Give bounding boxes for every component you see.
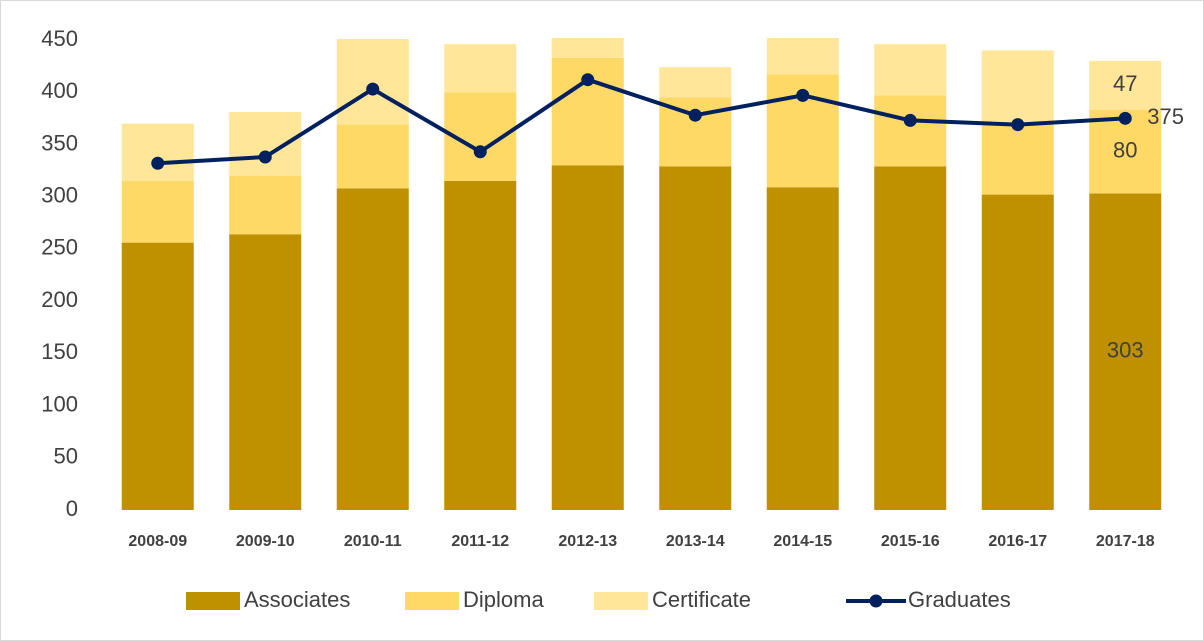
y-tick-label: 150 <box>41 339 78 364</box>
legend-label: Graduates <box>908 587 1011 612</box>
line-marker <box>1011 118 1025 132</box>
bar-segment <box>121 242 194 510</box>
x-tick-label: 2017-18 <box>1096 533 1155 550</box>
bar-segment <box>229 112 302 176</box>
legend-label: Certificate <box>652 587 751 612</box>
line-marker <box>473 145 487 159</box>
bar-segment <box>229 234 302 510</box>
y-tick-label: 450 <box>41 26 78 51</box>
legend-marker <box>869 594 883 608</box>
bar-segment <box>981 123 1054 195</box>
line-marker <box>688 108 702 122</box>
x-tick-label: 2010-11 <box>344 533 402 550</box>
bar-segment <box>659 67 732 98</box>
bar-segment <box>874 166 947 510</box>
bar-segment <box>336 124 409 189</box>
data-label: 303 <box>1107 338 1144 363</box>
line-marker <box>151 156 165 170</box>
y-tick-label: 400 <box>41 78 78 103</box>
y-tick-label: 100 <box>41 391 78 416</box>
bar-segment <box>766 37 839 75</box>
bar-segment <box>659 166 732 510</box>
bar-segment <box>1089 193 1162 511</box>
x-tick-label: 2011-12 <box>451 533 509 550</box>
x-tick-label: 2014-15 <box>773 533 832 550</box>
line-marker <box>258 150 272 164</box>
x-tick-label: 2008-09 <box>128 533 187 550</box>
y-tick-label: 0 <box>66 496 78 521</box>
legend-label: Diploma <box>463 587 544 612</box>
line-marker <box>903 113 917 127</box>
bar-segment <box>981 194 1054 511</box>
legend-label: Associates <box>244 587 350 612</box>
x-tick-label: 2012-13 <box>558 533 617 550</box>
line-marker <box>1118 111 1132 125</box>
legend-swatch <box>186 592 240 610</box>
bar-segment <box>874 95 947 167</box>
x-tick-label: 2015-16 <box>881 533 940 550</box>
y-tick-label: 50 <box>54 444 78 469</box>
bar-segment <box>336 38 409 125</box>
bar-segment <box>551 37 624 58</box>
bar-segment <box>121 123 194 181</box>
y-tick-label: 250 <box>41 235 78 260</box>
bar-segment <box>121 181 194 243</box>
bar-segment <box>874 44 947 96</box>
legend-swatch <box>405 592 459 610</box>
bar-segment <box>444 44 517 93</box>
line-marker <box>796 88 810 102</box>
y-tick-label: 350 <box>41 130 78 155</box>
data-label: 375 <box>1147 104 1184 129</box>
x-tick-label: 2013-14 <box>666 533 725 550</box>
x-tick-label: 2009-10 <box>236 533 295 550</box>
y-tick-label: 300 <box>41 182 78 207</box>
bar-segment <box>1089 60 1162 110</box>
line-marker <box>366 82 380 96</box>
legend-swatch <box>594 592 648 610</box>
bar-segment <box>551 165 624 511</box>
bar-segment <box>981 50 1054 124</box>
bar-segment <box>336 188 409 511</box>
bar-segment <box>766 187 839 510</box>
data-label: 47 <box>1113 71 1137 96</box>
data-label: 80 <box>1113 138 1137 163</box>
x-tick-label: 2016-17 <box>988 533 1047 550</box>
line <box>157 77 1126 166</box>
y-tick-label: 200 <box>41 287 78 312</box>
line-marker <box>581 73 595 87</box>
bar-segment <box>229 175 302 235</box>
bar-segment <box>444 181 517 510</box>
